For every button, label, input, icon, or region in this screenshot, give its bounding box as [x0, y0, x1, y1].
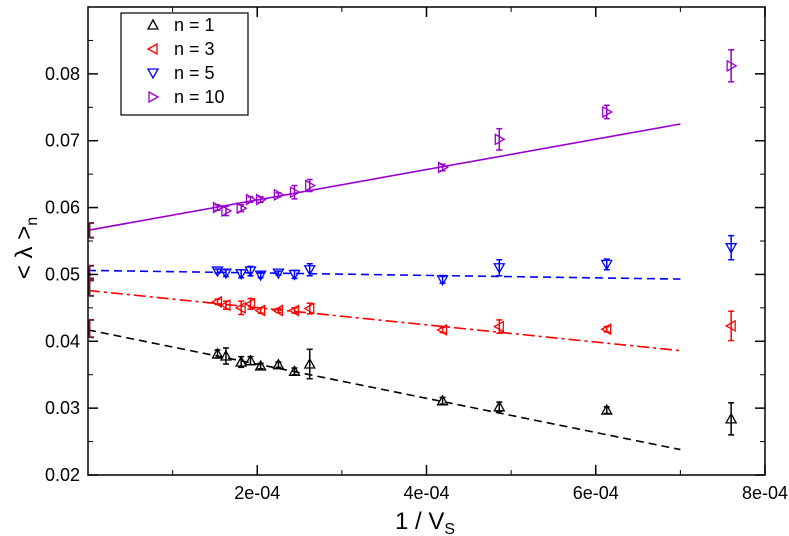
- y-axis-title-main: < λ >: [11, 226, 38, 279]
- data-point: [255, 193, 267, 206]
- plot-area: [87, 49, 738, 451]
- y-tick-label: 0.07: [45, 131, 80, 151]
- data-point: [236, 202, 248, 215]
- data-point: [600, 323, 612, 336]
- data-point: [288, 269, 301, 281]
- data-point: [602, 105, 614, 119]
- data-point: [289, 186, 301, 199]
- data-point: [245, 193, 257, 206]
- data-point: [600, 403, 613, 415]
- data-point: [211, 347, 224, 359]
- x-axis-title-main: 1 / V: [395, 508, 444, 535]
- fit-line: [87, 329, 681, 451]
- data-point: [273, 188, 285, 201]
- legend-marker: [148, 90, 160, 104]
- data-point: [219, 349, 233, 361]
- legend-box: [120, 12, 249, 116]
- data-point: [254, 304, 266, 317]
- data-point: [600, 259, 613, 271]
- data-point: [724, 319, 736, 333]
- legend-marker: [146, 42, 158, 56]
- fit-line: [87, 123, 681, 232]
- data-point: [272, 358, 285, 370]
- data-point: [288, 365, 301, 377]
- data-point: [493, 263, 506, 275]
- legend-label: n = 3: [174, 39, 215, 59]
- data-point: [219, 268, 233, 280]
- legend-label: n = 1: [174, 15, 215, 35]
- y-tick-label: 0.06: [45, 198, 80, 218]
- data-point: [254, 359, 267, 371]
- fit-line: [87, 269, 681, 280]
- data-point: [726, 59, 738, 72]
- data-point: [436, 275, 449, 287]
- x-axis-title-sub: S: [444, 521, 455, 536]
- data-point: [212, 201, 224, 214]
- data-point: [303, 302, 315, 315]
- y-tick-label: 0.02: [45, 465, 80, 485]
- legend-marker: [146, 68, 160, 80]
- x-tick-label: 6e-04: [573, 483, 619, 503]
- data-point: [244, 354, 257, 366]
- legend-marker: [146, 18, 160, 30]
- data-point: [244, 297, 256, 310]
- x-tick-label: 8e-04: [742, 483, 788, 503]
- data-point: [725, 412, 738, 424]
- data-point: [288, 304, 300, 317]
- legend-label: n = 10: [174, 87, 225, 107]
- x-tick-label: 2e-04: [234, 483, 280, 503]
- y-axis-title: < λ >n: [11, 217, 41, 279]
- data-point: [244, 266, 257, 278]
- y-tick-label: 0.08: [45, 64, 80, 84]
- legend: n = 1 n = 3 n = 5 n = 10: [120, 12, 249, 116]
- data-point: [221, 204, 233, 218]
- data-point: [272, 304, 284, 317]
- data-point: [493, 400, 506, 412]
- data-point: [725, 243, 738, 255]
- fit-line: [87, 289, 681, 352]
- data-point: [436, 394, 449, 406]
- data-point: [492, 320, 504, 333]
- y-axis-title-sub: n: [24, 217, 41, 226]
- data-point: [437, 161, 449, 174]
- data-point: [235, 355, 248, 367]
- y-tick-label: 0.04: [45, 331, 80, 351]
- data-point: [211, 266, 224, 278]
- data-point: [303, 357, 316, 369]
- data-point: [234, 301, 246, 314]
- x-tick-label: 4e-04: [403, 483, 449, 503]
- data-point: [272, 268, 285, 280]
- data-point: [219, 299, 231, 312]
- data-point: [436, 323, 448, 337]
- y-tick-label: 0.03: [45, 398, 80, 418]
- x-axis-title: 1 / VS: [395, 508, 455, 536]
- data-point: [494, 133, 506, 146]
- data-point: [211, 295, 223, 308]
- data-point: [235, 269, 248, 281]
- legend-label: n = 5: [174, 63, 215, 83]
- axis-ticks: 0.02 0.03 0.04 0.05 0.06 0.07 0.08 2e-04 4e-04 6e…: [45, 7, 788, 503]
- data-point: [305, 179, 317, 192]
- data-point: [254, 270, 267, 282]
- data-point: [303, 265, 316, 277]
- y-tick-label: 0.05: [45, 264, 80, 284]
